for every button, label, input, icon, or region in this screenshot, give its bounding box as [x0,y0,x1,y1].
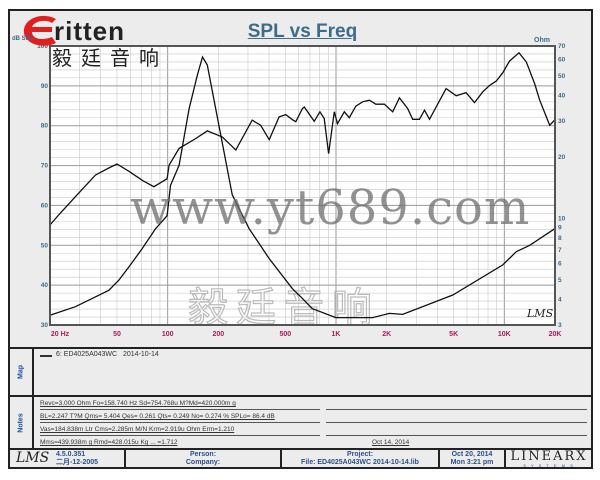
spl-curve [49,51,556,226]
note-line-right [326,399,587,410]
y2-tick-label: 10 [558,215,566,222]
time-text: Mon 3:21 pm [450,459,494,466]
notes-side-label: Notes [10,397,34,448]
x-tick-label: 10K [498,331,511,338]
legend-swatch [40,355,52,357]
x-tick-label: 20K [549,331,562,338]
y2-tick-label: 5 [558,277,562,284]
chinese-watermark: 毅廷音响 [188,285,380,331]
y2-tick-label: 40 [558,93,566,100]
y2-tick-label: 3 [558,322,562,329]
map-panel: Map 6: ED4025A043WC 2014-10-14 [10,347,591,395]
y2-tick-label: 20 [558,154,566,161]
lms-report-window: 毅廷音响 20 Hz 50 100 200 500 1K 2K 5K 10K 20K 30 40 50 60… [8,9,593,469]
footer-project: Project: File: ED4025A043WC 2014-10-14.l… [282,450,440,467]
footer-person: Person: Company: [126,450,282,467]
footer-version: LMS 4.5.0.351 二月-12-2005 [10,450,126,467]
x-tick-label: 2K [382,331,391,338]
x-tick-label: 200 [212,331,224,338]
linearx-logo: LINEARX S Y S T E M S [508,450,590,468]
note-line-right [326,412,587,423]
legend-entry[interactable]: 6: ED4025A043WC [56,351,118,358]
lms-annotation: LMS [526,307,554,320]
y2-tick-label: 70 [558,43,566,50]
y2-tick-label: 30 [558,118,566,125]
logo-word: ritten [54,16,125,46]
note-line: Vas=184.838m Ltr Cms=2.285m M/N Krm=2.91… [40,425,320,436]
y-tick-label: 100 [37,43,48,50]
eritten-logo-icon [23,15,56,46]
y2-tick-label: 50 [558,73,566,80]
logo-chinese: 毅廷音响 [52,46,168,70]
x-tick-label: 1K [332,331,341,338]
footer-panel: LMS 4.5.0.351 二月-12-2005 Person: Company… [10,448,591,468]
build-text: 二月-12-2005 [56,459,99,466]
project-label: Project: [346,451,374,458]
x-tick-label: 50 [113,331,121,338]
brand-sub-text: S Y S T E M S [523,463,575,468]
legend-date: 2014-10-14 [123,351,159,358]
x-tick-label: 20 Hz [51,331,70,338]
y-tick-label: 50 [41,242,49,249]
note-line: BL=2.247 T?M Qms= 5.404 Qes= 0.261 Qts= … [40,412,320,423]
plot-area [50,46,555,325]
y-tick-label: 70 [41,163,49,170]
y2-tick-label: 7 [558,247,562,254]
note-line-right [326,425,587,436]
x-tick-label: 100 [162,331,174,338]
version-text: 4.5.0.351 [56,451,86,458]
x-tick-label: 5K [449,331,458,338]
y2-axis-label: Ohm [534,37,550,44]
impedance-curve [49,55,555,319]
y2-tick-label: 4 [558,297,562,304]
y2-tick-label: 9 [558,225,562,232]
company-label: Company: [185,459,221,466]
note-line: Revc=3.000 Ohm Fo=158.740 Hz Sd=754.768u… [40,399,320,410]
x-tick-label: 500 [279,331,291,338]
footer-date: Oct 20, 2014 Mon 3:21 pm [440,450,506,467]
notes-panel: Notes Revc=3.000 Ohm Fo=158.740 Hz Sd=75… [10,395,591,449]
y2-tick-label: 60 [558,57,566,64]
plot-border [49,45,556,326]
file-label: File: ED4025A043WC 2014-10-14.lib [301,459,419,466]
y-tick-label: 90 [41,83,49,90]
y-tick-label: 30 [41,322,49,329]
y-tick-label: 80 [41,123,49,130]
y2-tick-label: 8 [558,235,562,242]
brand-text: LINEARX [510,449,588,464]
y2-tick-label: 6 [558,261,562,268]
date-text: Oct 20, 2014 [451,451,493,458]
y-tick-label: 40 [41,282,49,289]
y-axis-label: dB SPL [12,36,34,42]
chart-title: SPL vs Freq [247,21,358,42]
spl-impedance-chart: 毅廷音响 20 Hz 50 100 200 500 1K 2K 5K 10K 20K 30 40 50 60… [37,43,566,338]
map-side-label: Map [10,349,34,395]
person-label: Person: [189,451,217,458]
y-tick-label: 60 [41,202,49,209]
lms-logo: LMS [16,450,50,466]
